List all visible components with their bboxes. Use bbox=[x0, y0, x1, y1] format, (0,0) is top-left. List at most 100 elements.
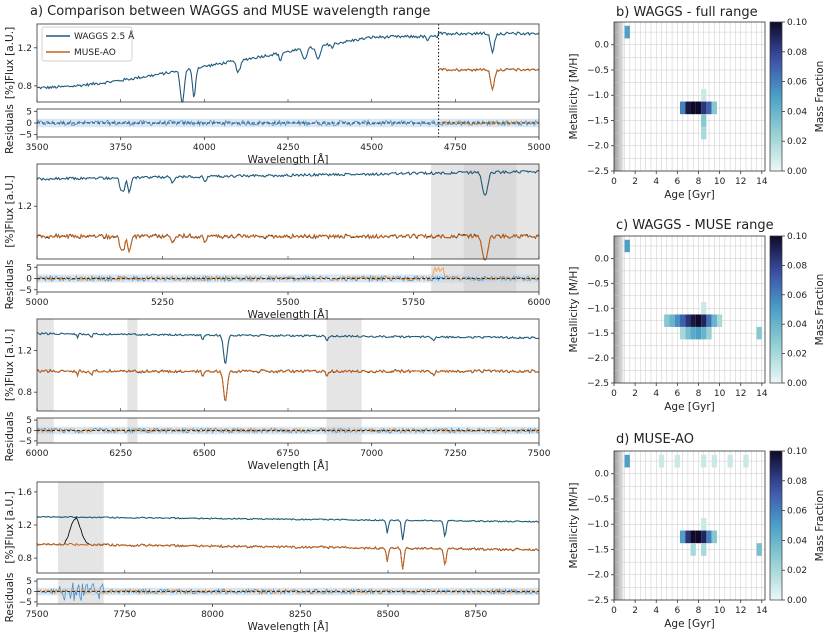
heatmap-ytick-label: −2.5 bbox=[587, 167, 609, 177]
residual-axis-label: Residuals bbox=[4, 412, 16, 462]
x-axis-label: Wavelength [Å] bbox=[247, 620, 328, 633]
heatmap-frame bbox=[613, 21, 766, 172]
xtick-label: 6500 bbox=[193, 449, 216, 459]
residual-ytick-label: 0 bbox=[26, 427, 32, 437]
flux-axis-label: [%]Flux [a.U.] bbox=[4, 27, 16, 99]
legend-waggs-label: WAGGS 2.5 Å bbox=[74, 30, 135, 42]
heatmap-ytick-label: −0.5 bbox=[587, 66, 609, 76]
xtick-label: 4250 bbox=[277, 143, 300, 153]
mass-fraction-cell bbox=[664, 314, 670, 327]
mass-fraction-cell bbox=[679, 326, 686, 340]
xtick-label: 3750 bbox=[109, 143, 132, 153]
heatmap-x-label: Age [Gyr] bbox=[664, 401, 715, 413]
flux-axes-frame bbox=[36, 318, 540, 412]
heatmap-xtick-label: 10 bbox=[714, 606, 726, 616]
heatmap-ytick-label: −2.0 bbox=[587, 142, 609, 152]
colorbar-tick-label: 0.10 bbox=[787, 232, 807, 242]
muse-residuals bbox=[36, 266, 540, 282]
xtick-label: 5000 bbox=[26, 298, 49, 308]
model-fit-muse bbox=[36, 368, 540, 401]
mass-fraction-cell bbox=[690, 530, 696, 544]
mass-fraction-cell bbox=[685, 101, 691, 115]
residual-ytick-label: 5 bbox=[26, 107, 32, 117]
heatmap-ytick-label: −1.0 bbox=[587, 520, 609, 530]
heatmap-xtick-label: 8 bbox=[696, 177, 702, 187]
xtick-label: 5000 bbox=[528, 143, 551, 153]
mass-fraction-cell bbox=[679, 101, 686, 115]
heatmap-xtick-label: 4 bbox=[653, 606, 659, 616]
xtick-label: 4000 bbox=[193, 143, 216, 153]
spectrum-row-0: 0.8 1.2 5 0 −5 3500 3750 4000 4250 4500 4750 5000 Wa… bbox=[4, 23, 551, 166]
mass-fraction-cell bbox=[674, 314, 680, 327]
x-axis-label: Wavelength [Å] bbox=[247, 308, 328, 321]
mass-fraction-cell bbox=[706, 101, 712, 115]
waggs-spectrum bbox=[36, 332, 540, 365]
heatmap-title: b) WAGGS - full range bbox=[616, 5, 758, 20]
waggs-spectrum bbox=[36, 31, 540, 103]
muse-residuals bbox=[438, 120, 540, 126]
heatmap-x-label: Age [Gyr] bbox=[664, 618, 715, 630]
residual-ytick-label: 0 bbox=[26, 119, 32, 129]
mass-fraction-cell bbox=[706, 314, 712, 327]
xtick-label: 6250 bbox=[109, 449, 132, 459]
residual-ytick-label: −5 bbox=[19, 286, 32, 296]
muse-spectrum bbox=[36, 542, 540, 570]
heatmap-ytick-label: −2.0 bbox=[587, 354, 609, 364]
young-age-strip bbox=[614, 236, 624, 383]
heatmap-ytick-label: −1.0 bbox=[587, 91, 609, 101]
spectrum-row-3: 0.8 1.2 1.6 50−5 7500 7750 8000 8250 8500 8750 Wav… bbox=[4, 481, 540, 633]
xtick-label: 8500 bbox=[377, 610, 400, 620]
spectrum-row-1: 1.2 5 0−5 5000 5250 5500 5750 6000 Wavelength [Å… bbox=[4, 163, 551, 321]
flux-ytick-label: 1.2 bbox=[18, 346, 32, 356]
heatmap-title: c) WAGGS - MUSE range bbox=[616, 218, 774, 233]
young-age-strip bbox=[614, 451, 624, 600]
colorbar-tick-label: 0.06 bbox=[787, 507, 807, 517]
colorbar-tick-label: 0.08 bbox=[787, 48, 807, 58]
heatmap-xtick-label: 2 bbox=[632, 606, 638, 616]
mass-fraction-cell bbox=[679, 530, 686, 544]
mass-fraction-cell bbox=[685, 326, 691, 340]
heatmap-xtick-label: 6 bbox=[674, 606, 680, 616]
heatmap-background bbox=[614, 236, 765, 383]
heatmap-background bbox=[614, 22, 765, 171]
mass-fraction-cell bbox=[690, 314, 696, 327]
mass-fraction-cell bbox=[701, 88, 707, 102]
mass-fraction-cell bbox=[711, 530, 717, 544]
flux-axes-frame bbox=[36, 481, 540, 574]
waggs-residuals bbox=[36, 118, 540, 127]
residual-axis-label: Residuals bbox=[4, 573, 16, 623]
residual-axis-label: Residuals bbox=[4, 104, 16, 154]
colorbar-tick-label: 0.08 bbox=[787, 261, 807, 271]
mass-fraction-cell bbox=[701, 543, 707, 556]
mass-fraction-cell bbox=[701, 326, 707, 340]
heatmap-ytick-label: −0.5 bbox=[587, 495, 609, 505]
colorbar bbox=[769, 21, 783, 172]
heatmap-xtick-label: 6 bbox=[674, 177, 680, 187]
mass-fraction-cell bbox=[701, 454, 707, 468]
colorbar-tick-label: 0.00 bbox=[787, 596, 807, 606]
spectrum-row-2: 0.8 1.2 50−5 6000 6250 6500 6750 7000 7250 7500 Wa… bbox=[4, 318, 551, 472]
heatmap-background bbox=[614, 451, 765, 600]
colorbar bbox=[769, 450, 783, 601]
heatmap-xtick-label: 12 bbox=[735, 389, 746, 399]
heatmap-c: 0 2 4 6 8 10 12 14 0.0 −0.5 −1.0 −1.5 −2.0 −2.5 c) WAG… bbox=[568, 218, 826, 413]
residual-ytick-label: 0 bbox=[26, 275, 32, 285]
heatmap-xtick-label: 4 bbox=[653, 177, 659, 187]
masked-region bbox=[58, 482, 104, 573]
age-metallicity-maps: 0 2 4 6 8 10 12 14 0.0 −0.5 −1.0 −1.5 −2.0 −2.5 b) WAG… bbox=[568, 5, 826, 630]
heatmap-frame bbox=[613, 235, 766, 384]
xtick-label: 5750 bbox=[402, 298, 425, 308]
mass-fraction-cell bbox=[711, 314, 717, 327]
heatmap-ytick-label: −2.0 bbox=[587, 571, 609, 581]
mass-fraction-cell bbox=[690, 543, 696, 556]
residual-ytick-label: −5 bbox=[19, 131, 32, 141]
heatmap-y-label: Metallicity [M/H] bbox=[568, 483, 580, 569]
xtick-label: 8750 bbox=[464, 610, 487, 620]
masked-region bbox=[127, 319, 138, 411]
xtick-label: 8250 bbox=[289, 610, 312, 620]
colorbar-label: Mass Fraction bbox=[814, 274, 826, 346]
heatmap-xtick-label: 0 bbox=[611, 606, 617, 616]
flux-ytick-label: 0.8 bbox=[18, 82, 33, 92]
colorbar-tick-label: 0.06 bbox=[787, 78, 807, 88]
mass-fraction-cell bbox=[685, 314, 691, 327]
